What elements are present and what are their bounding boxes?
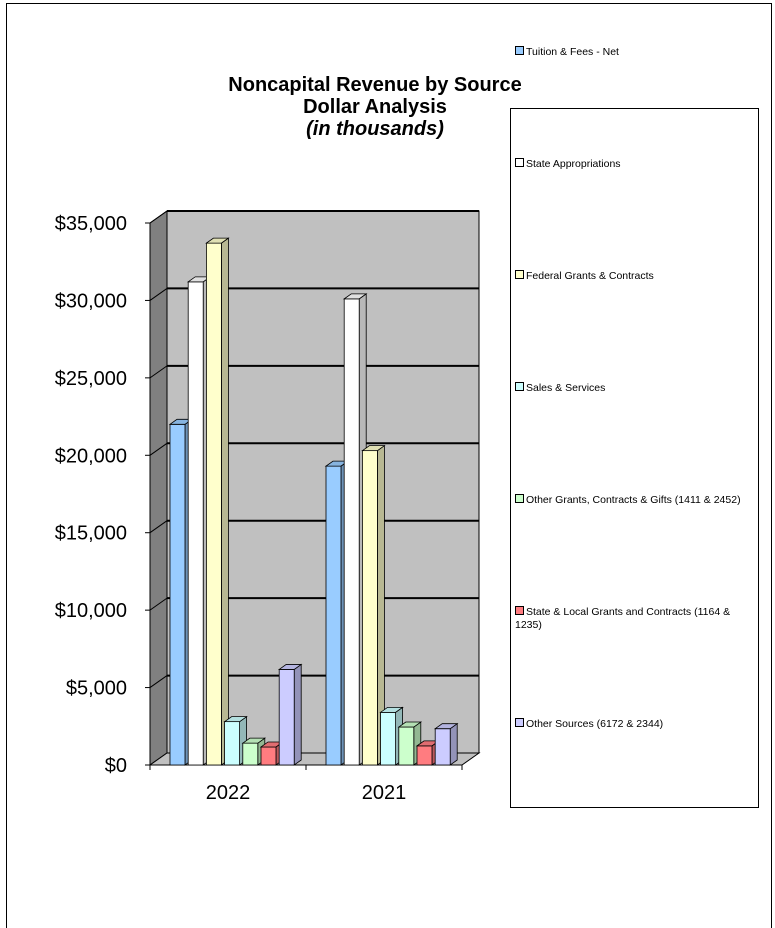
bar-front [380, 711, 397, 766]
legend-swatch [515, 270, 524, 279]
bar-top [205, 237, 230, 244]
gridline-side [149, 597, 168, 611]
legend-label: Tuition & Fees - Net [526, 46, 619, 58]
bar-front [260, 746, 277, 766]
legend-label: Other Sources (6172 & 2344) [526, 718, 664, 730]
bar-top [361, 445, 386, 452]
y-tick-label: $35,000 [55, 213, 127, 235]
legend-label: State Appropriations [526, 158, 621, 170]
bar [277, 663, 303, 766]
y-tick-label: $15,000 [55, 523, 127, 545]
legend-item: Sales & Services [515, 382, 755, 395]
gridline-side [149, 365, 168, 379]
x-tick-label: 2022 [206, 782, 251, 804]
y-tick-label: $20,000 [55, 445, 127, 467]
y-tick-label: $25,000 [55, 368, 127, 390]
bar-front [398, 726, 415, 766]
bar [205, 237, 230, 766]
bar-top [277, 664, 303, 670]
chart-subtitle: Dollar Analysis [303, 96, 447, 118]
bar-top [342, 293, 368, 300]
chart-legend: Tuition & Fees - Net State Appropriations… [510, 46, 759, 808]
legend-swatch [515, 606, 524, 615]
x-tick-label: 2021 [362, 782, 407, 804]
legend-swatch [515, 494, 524, 503]
legend-item: State Appropriations [515, 158, 755, 171]
chart-title: Noncapital Revenue by Source [228, 74, 522, 96]
bar-front [416, 745, 433, 766]
bar-front [343, 298, 360, 766]
y-tick-label: $30,000 [55, 290, 127, 312]
legend-swatch [515, 718, 524, 727]
bar-top [397, 721, 423, 728]
y-tick-label: $5,000 [66, 678, 127, 700]
gridline-side [149, 520, 168, 534]
chart-frame [6, 3, 772, 928]
bar-front [205, 242, 222, 766]
chart-units-subtitle: (in thousands) [306, 118, 444, 140]
bar-front [224, 721, 241, 766]
legend-swatch [515, 158, 524, 167]
legend-label: State & Local Grants and Contracts (1164… [515, 606, 731, 631]
gridline-side [149, 288, 168, 301]
legend-item: Federal Grants & Contracts [515, 270, 755, 283]
bar-front [361, 450, 378, 766]
legend-swatch [515, 46, 524, 55]
gridline-side [149, 675, 168, 688]
bar-side [293, 663, 302, 766]
bar-front [434, 728, 451, 766]
bar-front [325, 465, 342, 766]
y-tick-label: $0 [105, 755, 127, 777]
bar-front [187, 281, 204, 766]
bar-side [449, 722, 458, 766]
legend-item: State & Local Grants and Contracts (1164… [515, 606, 755, 632]
bar [433, 722, 459, 766]
bar [397, 721, 423, 766]
bar-front [242, 742, 259, 766]
bar-front [278, 669, 295, 766]
legend-label: Other Grants, Contracts & Gifts (1411 & … [526, 494, 741, 506]
bar-front [169, 423, 186, 766]
bar-top [433, 723, 459, 730]
bar-top [223, 716, 248, 723]
bar-top [379, 706, 404, 713]
legend-item: Other Sources (6172 & 2344) [515, 718, 755, 731]
legend-label: Sales & Services [526, 382, 606, 394]
bar [241, 737, 267, 766]
legend-item: Other Grants, Contracts & Gifts (1411 & … [515, 494, 755, 507]
gridline-side [149, 442, 168, 456]
legend-swatch [515, 382, 524, 391]
gridline-side [149, 210, 168, 224]
bar-side [220, 237, 229, 766]
bar-top [241, 737, 267, 744]
y-tick-label: $10,000 [55, 600, 127, 622]
legend-item: Tuition & Fees - Net [515, 46, 755, 59]
legend-label: Federal Grants & Contracts [526, 270, 654, 282]
